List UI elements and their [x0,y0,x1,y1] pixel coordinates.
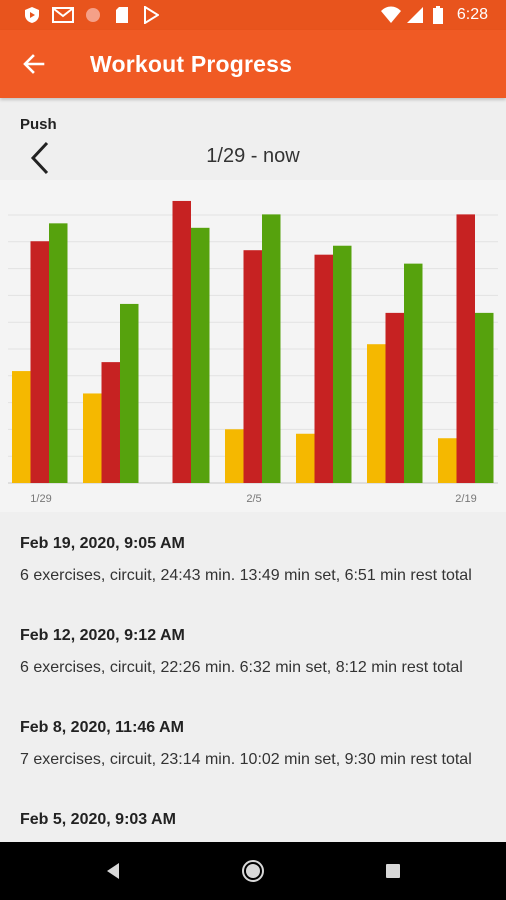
bar-chart: 1/29 2/5 2/19 [8,200,498,505]
entry-description: 6 exercises, circuit, 24:43 min. 13:49 m… [20,567,472,584]
chart-bar [243,250,262,483]
app-bar: Workout Progress [0,30,506,98]
back-triangle-icon [107,863,119,879]
gmail-icon [52,6,74,24]
play-store-icon [142,6,160,24]
nav-recents-button[interactable] [376,854,410,888]
chart-bar [262,214,281,483]
chart-bar [120,303,139,483]
navigation-bar [0,842,506,900]
chevron-left-icon [30,141,49,175]
chart-bar [475,312,494,483]
battery-icon [432,6,444,24]
arrow-left-icon [23,54,45,74]
chart-bar [333,245,352,483]
progress-chart: 1/29 2/5 2/19 [0,180,506,512]
back-button[interactable] [14,44,54,84]
sd-card-icon [114,6,130,24]
shield-play-icon [22,6,42,24]
entry-date: Feb 19, 2020, 9:05 AM [20,535,185,552]
wifi-icon [380,6,402,24]
chart-bar [191,227,210,483]
workout-name: Push [20,116,57,133]
chart-bar [101,362,120,483]
chart-bar [172,200,191,483]
record-icon [84,6,102,24]
chart-bar [225,429,244,483]
entry-description: 7 exercises, circuit, 23:14 min. 10:02 m… [20,751,472,768]
list-item[interactable]: Feb 12, 2020, 9:12 AM 6 exercises, circu… [20,626,494,678]
status-bar: 6:28 [0,0,506,30]
home-circle-icon [242,860,264,882]
x-tick-label: 2/5 [246,493,261,505]
chart-bar [12,371,31,483]
list-item[interactable]: Feb 19, 2020, 9:05 AM 6 exercises, circu… [20,534,494,586]
recents-square-icon [386,864,400,878]
chart-bar [30,241,49,483]
chart-bar [385,312,404,483]
status-time: 6:28 [456,6,488,23]
chart-bar [438,438,457,483]
x-tick-label: 1/29 [30,493,51,505]
history-list: Feb 19, 2020, 9:05 AM 6 exercises, circu… [0,520,506,842]
signal-icon [406,6,424,24]
chart-bar [49,223,68,483]
chart-bar [296,433,315,483]
nav-home-button[interactable] [236,854,270,888]
chart-bar [367,344,386,483]
list-item[interactable]: Feb 5, 2020, 9:03 AM [20,810,494,842]
entry-date: Feb 12, 2020, 9:12 AM [20,627,185,644]
nav-back-button[interactable] [96,854,130,888]
previous-range-button[interactable] [22,138,58,178]
entry-date: Feb 8, 2020, 11:46 AM [20,719,184,736]
list-item[interactable]: Feb 8, 2020, 11:46 AM 7 exercises, circu… [20,718,494,770]
chart-bar [314,254,333,483]
date-range-label: 1/29 - now [206,145,300,167]
chart-bar [404,263,423,483]
entry-date: Feb 5, 2020, 9:03 AM [20,811,176,828]
chart-bar [456,214,475,483]
entry-description: 6 exercises, circuit, 22:26 min. 6:32 mi… [20,659,463,676]
page-title: Workout Progress [90,51,293,77]
x-tick-label: 2/19 [455,493,476,505]
chart-bar [83,393,102,483]
